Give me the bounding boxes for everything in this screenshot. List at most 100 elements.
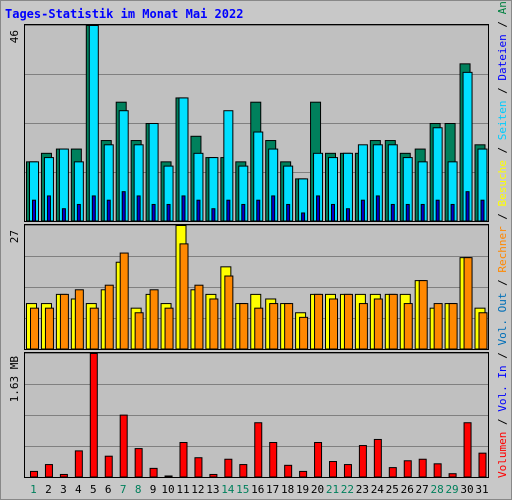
day-label: 27	[416, 483, 429, 496]
dateien-bar	[345, 208, 350, 222]
day-label: 4	[75, 483, 82, 496]
volumen-bar	[329, 461, 337, 478]
volumen-bar	[358, 445, 367, 478]
day-label: 19	[296, 483, 309, 496]
rechner-bar	[478, 312, 488, 350]
dateien-bar	[316, 195, 321, 222]
dateien-bar	[450, 203, 455, 222]
legend-entry: Vol. Out	[496, 293, 509, 346]
volumen-bar	[59, 473, 68, 478]
volumen-bar	[89, 353, 98, 478]
dateien-bar	[375, 195, 380, 222]
legend-entry: Vol. In	[496, 365, 509, 411]
volumen-bar	[179, 442, 188, 478]
day-label: 13	[206, 483, 219, 496]
bars	[26, 25, 488, 478]
legend: Volumen / Vol. In / Vol. Out / Rechner /…	[496, 0, 509, 478]
rechner-bar	[194, 284, 204, 350]
day-label: 1	[30, 483, 37, 496]
dateien-bar	[211, 208, 216, 222]
dateien-bar	[181, 195, 186, 222]
dateien-bar	[106, 199, 111, 222]
visits-max-label: 27	[8, 230, 21, 243]
dateien-bar	[360, 199, 365, 222]
requests-max-label: 46	[8, 30, 21, 43]
volumen-bar	[314, 442, 323, 478]
dateien-bar	[226, 199, 231, 222]
day-label: 17	[266, 483, 279, 496]
day-label: 18	[281, 483, 294, 496]
dateien-bar	[301, 212, 306, 222]
volumen-bar	[284, 464, 293, 478]
day-label: 24	[371, 483, 385, 496]
volumen-bar	[134, 448, 143, 478]
volumen-bar	[30, 470, 38, 478]
rechner-bar	[299, 316, 309, 350]
day-label: 20	[311, 483, 324, 496]
seiten-bar	[88, 25, 99, 222]
dateien-bar	[46, 195, 51, 222]
legend-entry: /	[496, 412, 509, 432]
volumen-bar	[343, 464, 352, 478]
rechner-bar	[179, 243, 189, 350]
volumen-bar	[224, 458, 233, 478]
volumen-bar	[448, 473, 457, 478]
dateien-bar	[91, 195, 96, 222]
legend-entry: Volumen	[496, 432, 509, 478]
legend-entry: /	[496, 206, 509, 226]
legend-entry: Dateien	[496, 34, 509, 80]
rechner-bar	[224, 275, 234, 350]
rechner-bar	[239, 303, 249, 350]
volumen-bar	[239, 464, 248, 478]
dateien-bar	[241, 203, 246, 222]
dateien-bar	[271, 195, 276, 222]
day-label: 28	[431, 483, 444, 496]
rechner-bar	[329, 298, 338, 350]
legend-entry: Besuche	[496, 160, 509, 206]
day-label: 29	[445, 483, 458, 496]
volumen-bar	[269, 442, 278, 478]
rechner-bar	[269, 303, 279, 350]
dateien-bar	[465, 191, 470, 222]
legend-entry: /	[496, 346, 509, 366]
day-label: 9	[150, 483, 157, 496]
dateien-bar	[331, 203, 335, 222]
rechner-bar	[433, 303, 443, 350]
day-label: 25	[386, 483, 399, 496]
day-label: 11	[176, 483, 189, 496]
day-label: 16	[251, 483, 264, 496]
day-label: 22	[341, 483, 354, 496]
volumen-bar	[254, 422, 263, 478]
legend-entry: Anfragen	[496, 0, 509, 14]
rechner-bar	[388, 293, 398, 350]
rechner-bar	[149, 289, 159, 350]
rechner-bar	[343, 293, 353, 350]
legend-entry: /	[496, 81, 509, 101]
day-label: 10	[161, 483, 174, 496]
rechner-bar	[403, 303, 413, 350]
volumen-bar	[74, 450, 83, 478]
rechner-bar	[59, 293, 69, 350]
day-label: 31	[475, 483, 488, 496]
dateien-bar	[286, 203, 291, 222]
volumen-bar	[209, 473, 218, 478]
dateien-bar	[390, 203, 395, 222]
dateien-bar	[420, 203, 425, 222]
rechner-bar	[418, 280, 428, 350]
dateien-bar	[61, 208, 66, 222]
chart-title: Tages-Statistik im Monat Mai 2022	[5, 7, 244, 21]
rechner-bar	[89, 307, 99, 350]
day-label: 21	[326, 483, 339, 496]
volumen-bar	[463, 422, 472, 478]
day-label: 3	[60, 483, 67, 496]
volumen-bar	[44, 464, 53, 478]
rechner-bar	[44, 307, 54, 350]
legend-entry: /	[496, 273, 509, 293]
rechner-bar	[448, 303, 458, 350]
legend-entry: /	[496, 140, 509, 160]
volumen-bar	[418, 458, 427, 478]
rechner-bar	[119, 252, 129, 350]
dateien-bar	[136, 195, 141, 222]
day-label: 7	[120, 483, 127, 496]
dateien-bar	[196, 199, 201, 222]
